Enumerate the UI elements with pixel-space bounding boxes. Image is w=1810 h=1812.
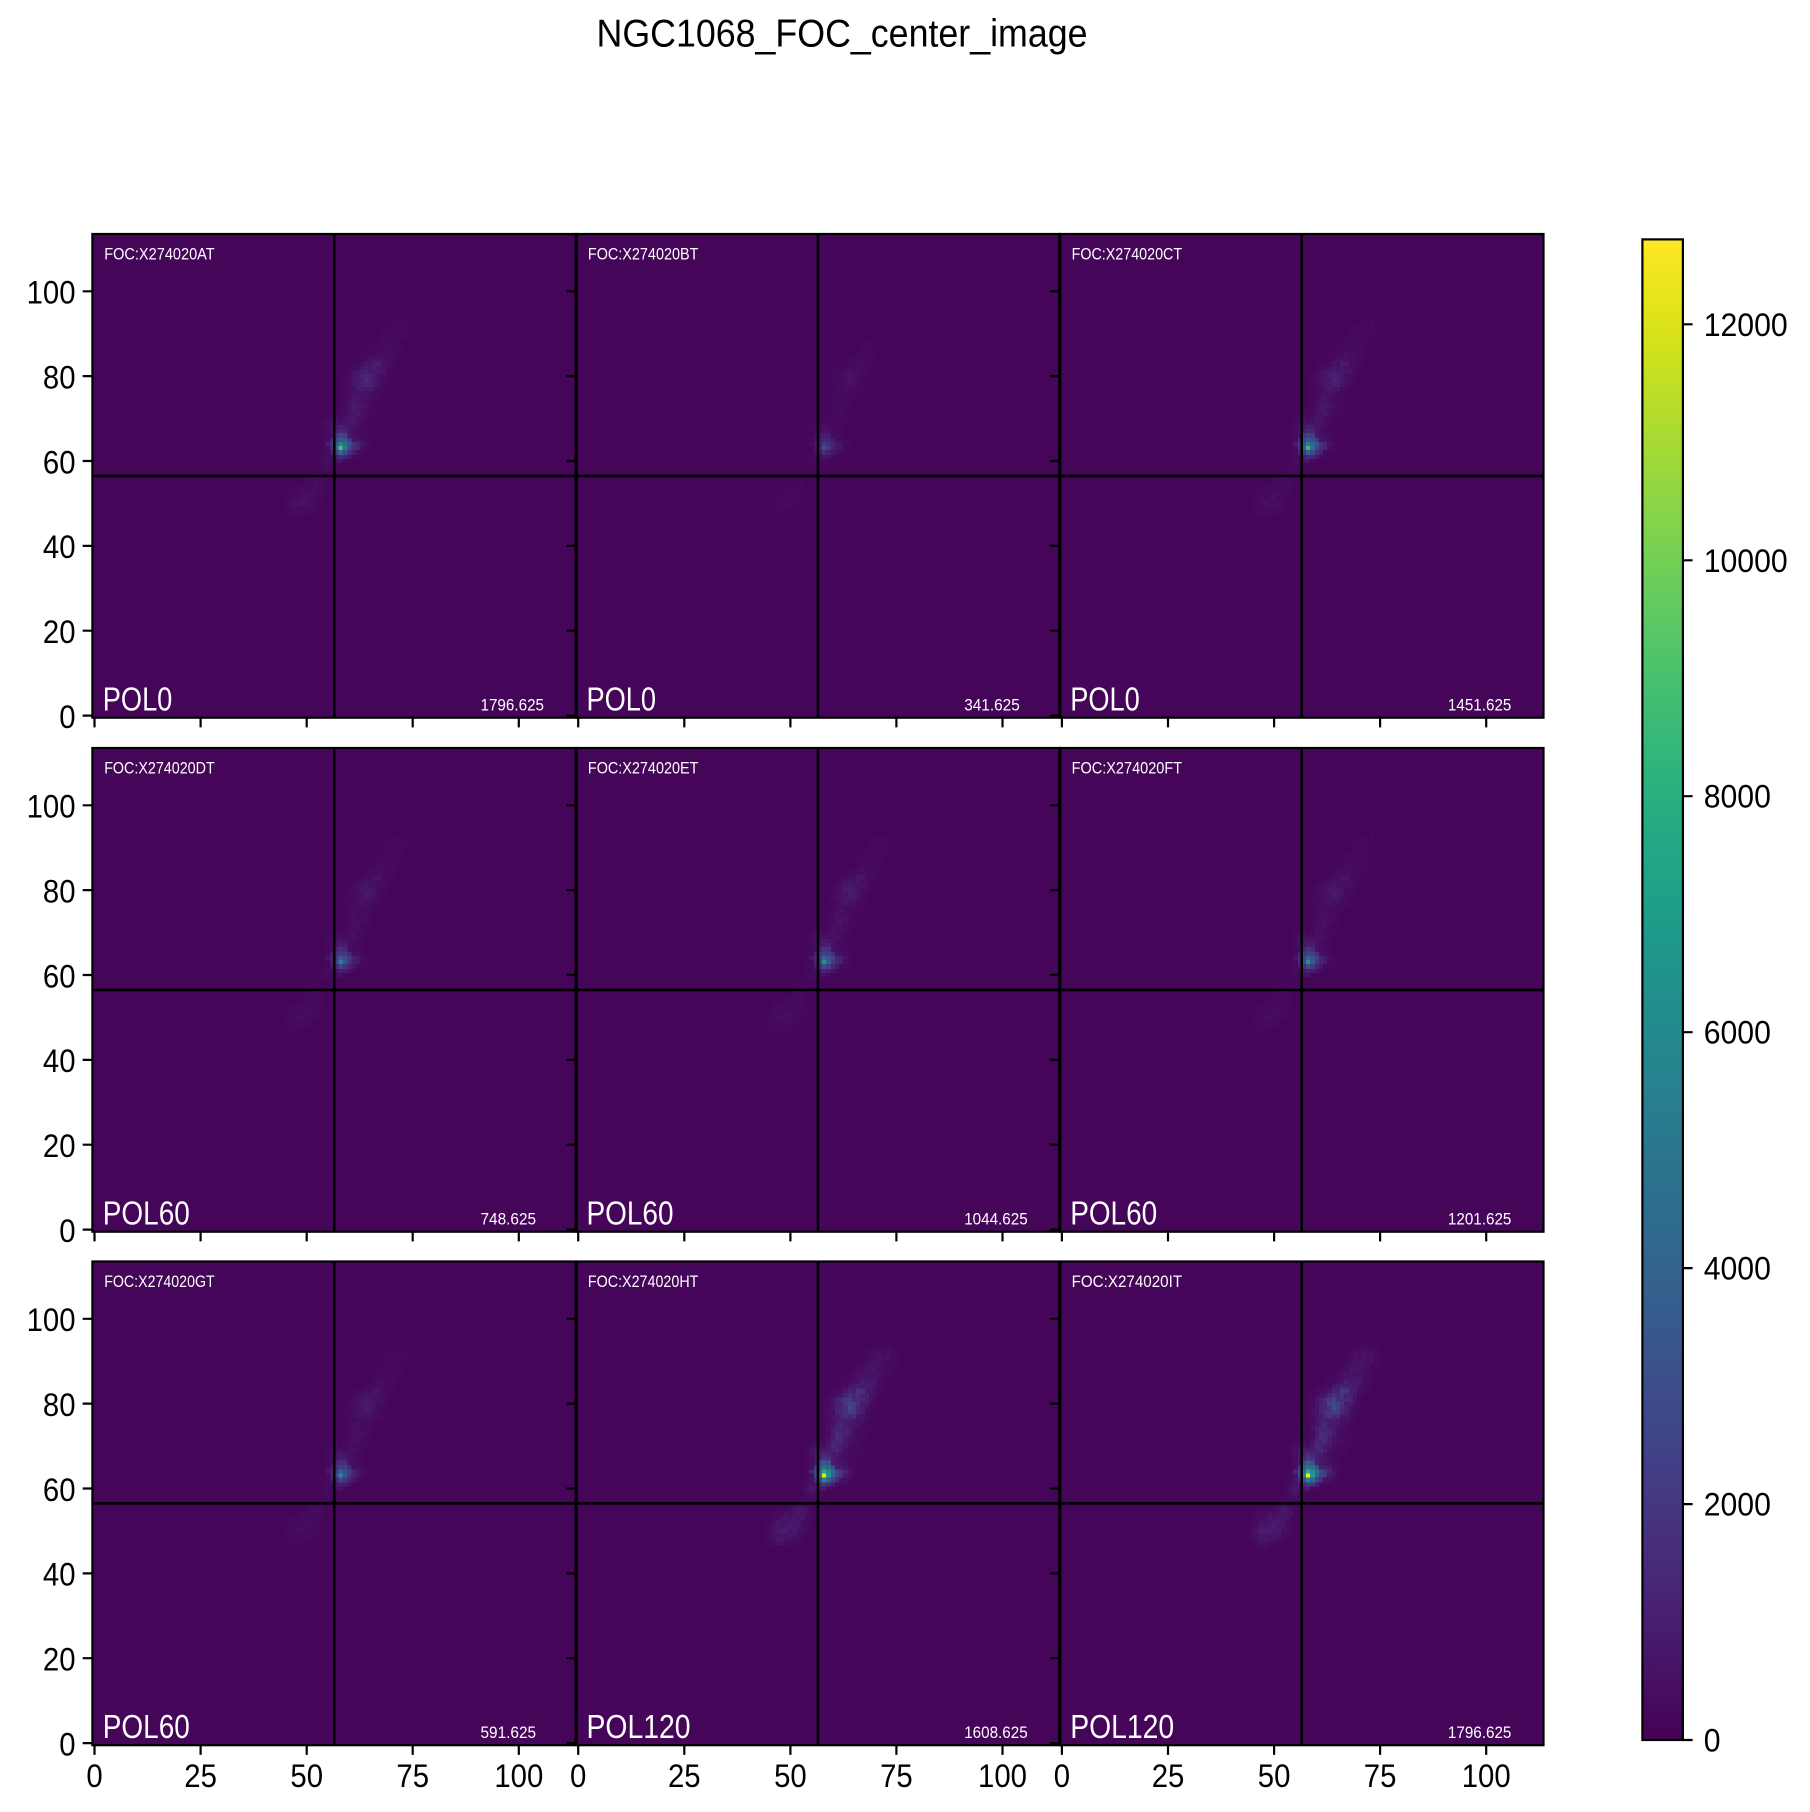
svg-text:60: 60 bbox=[43, 444, 76, 480]
svg-text:1201.625: 1201.625 bbox=[1448, 1210, 1512, 1229]
svg-text:2000: 2000 bbox=[1704, 1487, 1771, 1523]
svg-text:100: 100 bbox=[978, 1758, 1027, 1794]
svg-text:100: 100 bbox=[27, 1302, 76, 1338]
svg-text:FOC:X274020FT: FOC:X274020FT bbox=[1072, 759, 1183, 778]
svg-text:FOC:X274020GT: FOC:X274020GT bbox=[104, 1272, 215, 1291]
svg-text:1796.625: 1796.625 bbox=[1448, 1723, 1512, 1742]
svg-text:60: 60 bbox=[43, 1472, 76, 1508]
svg-text:1796.625: 1796.625 bbox=[481, 696, 545, 715]
svg-text:25: 25 bbox=[184, 1758, 217, 1794]
svg-text:FOC:X274020CT: FOC:X274020CT bbox=[1072, 245, 1183, 264]
svg-text:80: 80 bbox=[43, 359, 76, 395]
svg-text:50: 50 bbox=[1258, 1758, 1291, 1794]
svg-text:FOC:X274020AT: FOC:X274020AT bbox=[104, 245, 215, 264]
svg-text:591.625: 591.625 bbox=[481, 1723, 537, 1742]
svg-text:4000: 4000 bbox=[1704, 1251, 1771, 1287]
svg-text:100: 100 bbox=[494, 1758, 543, 1794]
svg-text:40: 40 bbox=[43, 1043, 76, 1079]
svg-text:100: 100 bbox=[27, 275, 76, 311]
svg-text:0: 0 bbox=[59, 1213, 75, 1249]
svg-text:10000: 10000 bbox=[1704, 543, 1788, 579]
svg-text:0: 0 bbox=[59, 1726, 75, 1762]
svg-text:POL120: POL120 bbox=[1070, 1708, 1174, 1745]
svg-text:POL60: POL60 bbox=[587, 1194, 674, 1231]
svg-text:FOC:X274020IT: FOC:X274020IT bbox=[1072, 1272, 1183, 1291]
svg-text:POL0: POL0 bbox=[587, 680, 657, 717]
svg-text:12000: 12000 bbox=[1704, 307, 1788, 343]
svg-text:50: 50 bbox=[774, 1758, 807, 1794]
svg-text:748.625: 748.625 bbox=[481, 1210, 537, 1229]
svg-text:75: 75 bbox=[1364, 1758, 1397, 1794]
svg-text:100: 100 bbox=[27, 789, 76, 825]
svg-text:80: 80 bbox=[43, 873, 76, 909]
svg-text:0: 0 bbox=[59, 699, 75, 735]
svg-text:20: 20 bbox=[43, 1128, 76, 1164]
svg-text:NGC1068_FOC_center_image: NGC1068_FOC_center_image bbox=[597, 12, 1088, 55]
svg-text:341.625: 341.625 bbox=[964, 696, 1020, 715]
svg-text:FOC:X274020BT: FOC:X274020BT bbox=[588, 245, 699, 264]
svg-text:FOC:X274020DT: FOC:X274020DT bbox=[104, 759, 215, 778]
svg-text:40: 40 bbox=[43, 1557, 76, 1593]
svg-text:POL60: POL60 bbox=[1070, 1194, 1157, 1231]
svg-text:100: 100 bbox=[1462, 1758, 1511, 1794]
svg-text:POL120: POL120 bbox=[587, 1708, 691, 1745]
svg-text:1451.625: 1451.625 bbox=[1448, 696, 1512, 715]
svg-text:6000: 6000 bbox=[1704, 1015, 1771, 1051]
svg-text:0: 0 bbox=[86, 1758, 102, 1794]
svg-text:75: 75 bbox=[880, 1758, 913, 1794]
svg-text:POL0: POL0 bbox=[103, 680, 173, 717]
svg-text:40: 40 bbox=[43, 529, 76, 565]
svg-text:8000: 8000 bbox=[1704, 779, 1771, 815]
svg-text:POL60: POL60 bbox=[103, 1708, 190, 1745]
svg-text:60: 60 bbox=[43, 958, 76, 994]
svg-text:0: 0 bbox=[570, 1758, 586, 1794]
svg-text:0: 0 bbox=[1054, 1758, 1070, 1794]
svg-text:75: 75 bbox=[396, 1758, 429, 1794]
svg-text:1044.625: 1044.625 bbox=[964, 1210, 1027, 1229]
svg-text:50: 50 bbox=[290, 1758, 323, 1794]
svg-text:0: 0 bbox=[1704, 1723, 1721, 1759]
svg-text:POL60: POL60 bbox=[103, 1194, 190, 1231]
svg-text:FOC:X274020ET: FOC:X274020ET bbox=[588, 759, 699, 778]
svg-text:80: 80 bbox=[43, 1387, 76, 1423]
svg-text:20: 20 bbox=[43, 1642, 76, 1678]
svg-text:25: 25 bbox=[1152, 1758, 1185, 1794]
svg-text:POL0: POL0 bbox=[1070, 680, 1140, 717]
svg-text:25: 25 bbox=[668, 1758, 701, 1794]
svg-text:FOC:X274020HT: FOC:X274020HT bbox=[588, 1272, 699, 1291]
svg-text:1608.625: 1608.625 bbox=[964, 1723, 1027, 1742]
svg-text:20: 20 bbox=[43, 614, 76, 650]
